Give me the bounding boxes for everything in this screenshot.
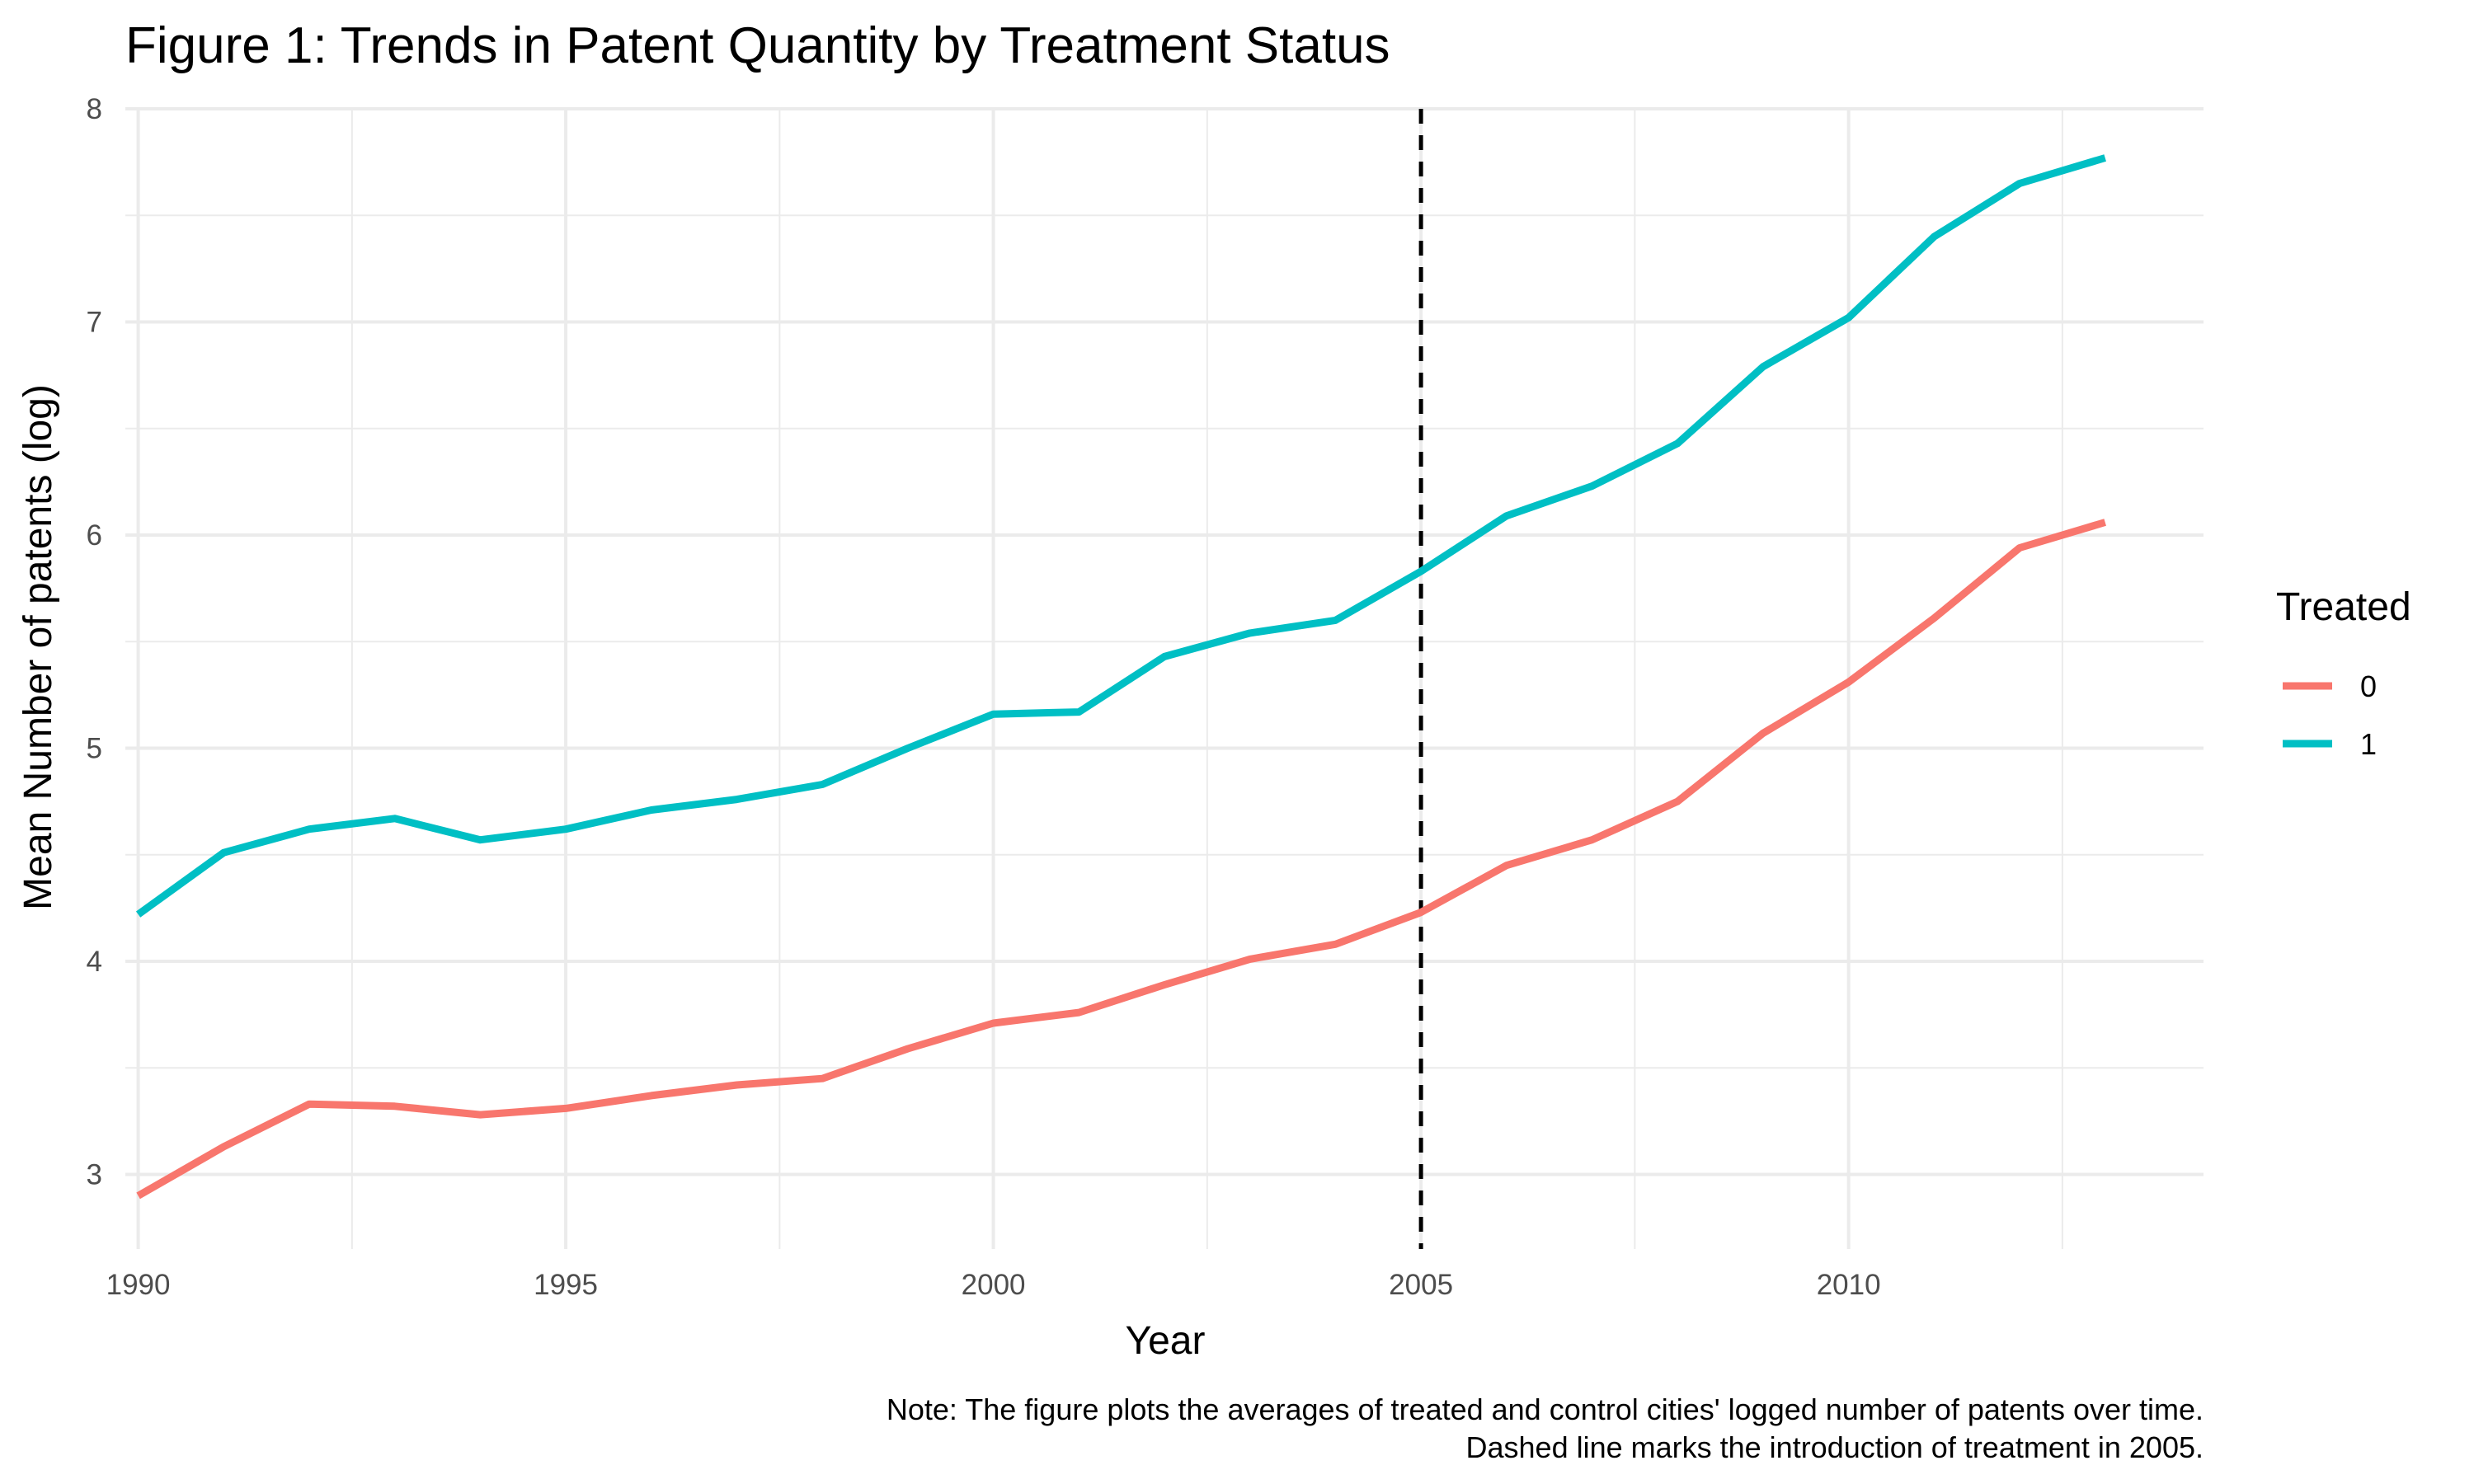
legend-title: Treated [2276, 585, 2411, 629]
y-axis-title: Mean Number of patents (log) [16, 384, 60, 910]
legend: Treated 0 1 [2276, 585, 2411, 761]
legend-label-0: 0 [2360, 669, 2377, 703]
y-tick-label: 7 [87, 307, 102, 339]
x-tick-label: 2010 [1817, 1269, 1881, 1301]
chart-title: Figure 1: Trends in Patent Quantity by T… [125, 17, 1390, 74]
x-axis-title: Year [1126, 1319, 1206, 1363]
y-tick-label: 4 [87, 946, 102, 978]
x-tick-label: 2005 [1389, 1269, 1453, 1301]
y-axis-ticks: 3 4 5 6 7 8 [87, 93, 102, 1191]
y-tick-label: 6 [87, 519, 102, 552]
figure-note: Note: The figure plots the averages of t… [887, 1392, 2204, 1464]
y-tick-label: 5 [87, 733, 102, 765]
note-line-1: Note: The figure plots the averages of t… [887, 1392, 2204, 1426]
note-line-2: Dashed line marks the introduction of tr… [1466, 1430, 2204, 1464]
x-axis-ticks: 1990 1995 2000 2005 2010 [106, 1269, 1881, 1301]
y-tick-label: 3 [87, 1159, 102, 1191]
x-tick-label: 1990 [106, 1269, 171, 1301]
series-line-0 [136, 519, 2106, 1200]
grid-minor-lines [125, 109, 2204, 1249]
series-layer [135, 154, 2106, 1200]
x-tick-label: 1995 [534, 1269, 598, 1301]
y-tick-label: 8 [87, 93, 102, 125]
x-tick-label: 2000 [962, 1269, 1026, 1301]
series-line-1 [135, 154, 2106, 918]
legend-label-1: 1 [2360, 727, 2377, 761]
